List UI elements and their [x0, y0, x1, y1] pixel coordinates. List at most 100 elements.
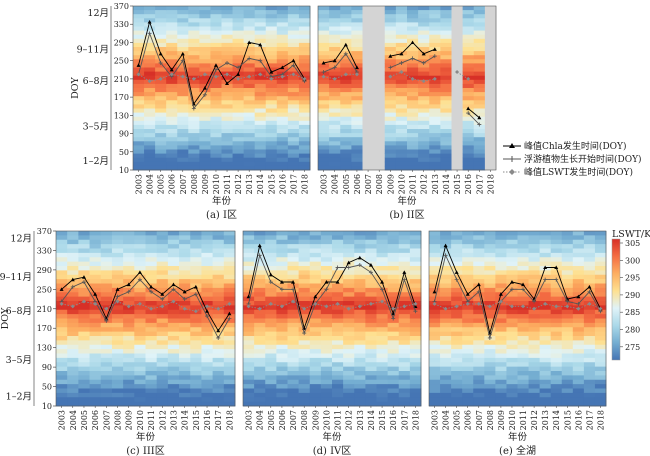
- heatmap-cell: [343, 244, 355, 249]
- heatmap-cell: [365, 371, 377, 376]
- heatmap-cell: [134, 340, 146, 346]
- heatmap-cell: [199, 34, 211, 40]
- data-point: [487, 335, 492, 340]
- heatmap-cell: [156, 392, 169, 398]
- heatmap-cell: [506, 340, 518, 346]
- heatmap-cell: [451, 266, 463, 271]
- heatmap-cell: [376, 384, 389, 389]
- heatmap-cell: [221, 63, 233, 68]
- heatmap-cell: [100, 266, 113, 271]
- heatmap-cell: [254, 366, 266, 372]
- data-point: [543, 301, 548, 306]
- heatmap-cell: [395, 6, 408, 11]
- heatmap-cell: [111, 261, 124, 267]
- heatmap-cell: [398, 239, 411, 245]
- heatmap-cell: [166, 26, 178, 31]
- data-point: [565, 304, 570, 309]
- heatmap-cell: [276, 38, 289, 44]
- x-tick-label: 2011: [147, 410, 156, 430]
- heatmap-cell: [387, 257, 400, 263]
- heatmap-cell: [89, 296, 102, 302]
- heatmap-cell: [144, 42, 156, 48]
- heatmap-cell: [179, 301, 191, 306]
- heatmap-cell: [462, 96, 475, 101]
- heatmap-cell: [351, 104, 363, 109]
- heatmap-cell: [276, 235, 288, 241]
- heatmap-cell: [354, 322, 366, 328]
- heatmap-cell: [318, 165, 330, 171]
- heatmap-cell: [155, 116, 167, 122]
- data-point: [149, 284, 154, 289]
- data-point: [70, 284, 75, 289]
- heatmap-cell: [254, 274, 266, 280]
- heatmap-cell: [166, 116, 178, 122]
- heatmap-cell: [287, 327, 300, 333]
- heatmap-cell: [145, 349, 158, 354]
- heatmap-cell: [398, 318, 411, 324]
- heatmap-cell: [221, 129, 233, 134]
- heatmap-cell: [166, 38, 178, 44]
- x-tick-label: 2014: [256, 174, 265, 194]
- heatmap-cell: [506, 318, 518, 324]
- heatmap-cell: [583, 357, 596, 363]
- heatmap-cell: [298, 88, 311, 93]
- heatmap-cell: [539, 239, 552, 245]
- heatmap-cell: [123, 362, 135, 368]
- heatmap-cell: [166, 88, 178, 93]
- heatmap-cell: [429, 357, 441, 363]
- heatmap-cell: [190, 349, 202, 354]
- heatmap-cell: [265, 104, 278, 109]
- heatmap-cell: [572, 314, 585, 319]
- heatmap-cell: [440, 239, 452, 245]
- heatmap-cell: [351, 34, 363, 40]
- heatmap-cell: [398, 336, 411, 341]
- heatmap-cell: [78, 327, 90, 333]
- heatmap-cell: [462, 309, 474, 315]
- heatmap-cell: [221, 34, 233, 40]
- heatmap-cell: [199, 157, 211, 163]
- heatmap-cell: [243, 83, 256, 89]
- heatmap-cell: [398, 301, 411, 306]
- heatmap-cell: [167, 362, 180, 368]
- heatmap-cell: [473, 10, 486, 15]
- heatmap-cell: [354, 279, 366, 284]
- heatmap-cell: [232, 6, 245, 11]
- heatmap-cell: [133, 116, 145, 122]
- heatmap-cell: [177, 104, 189, 109]
- heatmap-cell: [398, 384, 411, 389]
- heatmap-cell: [407, 124, 419, 130]
- heatmap-cell: [329, 161, 341, 167]
- y-tick-label: 290: [114, 38, 129, 47]
- heatmap-cell: [451, 235, 463, 241]
- heatmap-cell: [318, 141, 330, 146]
- panel-5: 2003 2004 2005 2006 2007 2008 2009 2010 2011 2012…: [428, 230, 607, 456]
- heatmap-cell: [506, 401, 518, 407]
- heatmap-cell: [254, 124, 267, 130]
- data-point: [324, 304, 329, 309]
- heatmap-cell: [539, 270, 552, 276]
- y-tick-label: 10: [119, 166, 129, 175]
- heatmap-cell: [517, 318, 529, 324]
- heatmap-cell: [254, 362, 266, 368]
- heatmap-cell: [473, 22, 486, 27]
- heatmap-cell: [550, 314, 563, 319]
- heatmap-cell: [78, 379, 90, 385]
- heatmap-cell: [276, 283, 288, 289]
- heatmap-cell: [276, 79, 289, 85]
- heatmap-cell: [395, 75, 408, 81]
- heatmap-cell: [429, 59, 441, 64]
- legend-label-lswt: 峰值LSWT发生时间(DOY): [524, 166, 633, 178]
- heatmap-cell: [495, 379, 507, 385]
- heatmap-cell: [473, 14, 486, 19]
- heatmap-cell: [409, 397, 422, 403]
- heatmap-cell: [409, 353, 422, 359]
- heatmap-cell: [354, 239, 366, 245]
- heatmap-cell: [179, 327, 191, 333]
- heatmap-cell: [254, 349, 266, 354]
- heatmap-cell: [167, 349, 180, 354]
- heatmap-cell: [539, 244, 552, 249]
- data-point: [391, 316, 396, 321]
- heatmap-cell: [287, 124, 300, 130]
- heatmap-cell: [340, 34, 352, 40]
- heatmap-cell: [276, 124, 289, 130]
